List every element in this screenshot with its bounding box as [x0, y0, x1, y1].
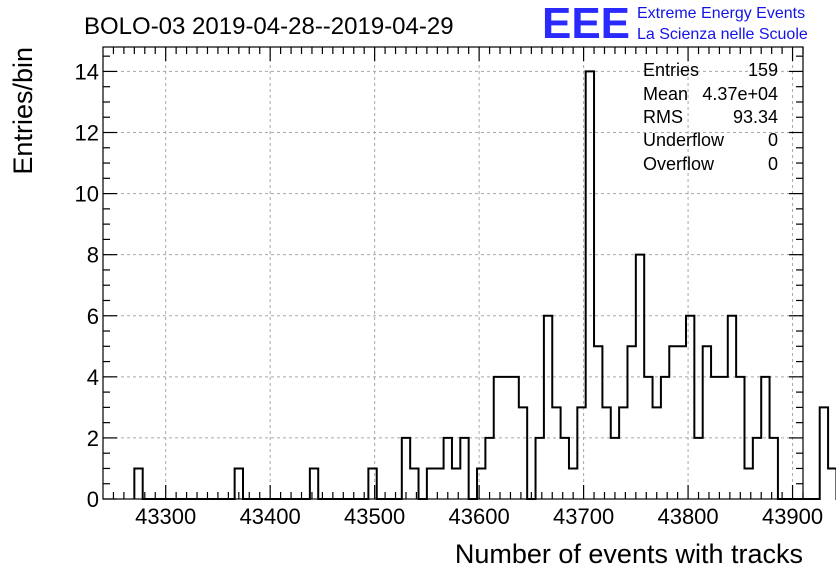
- stats-box: Entries 159 Mean 4.37e+04 RMS 93.34 Underflow 0…: [643, 60, 778, 174]
- x-tick-label: 43700: [553, 504, 614, 529]
- plot-frame: [102, 46, 804, 500]
- logo-line1: Extreme Energy Events: [637, 5, 805, 22]
- stats-value: 93.34: [733, 107, 778, 127]
- eee-logo: EEE Extreme Energy Events La Scienza nel…: [542, 0, 808, 48]
- x-tick-label: 43500: [344, 504, 405, 529]
- x-tick-label: 43400: [240, 504, 301, 529]
- y-tick-label: 12: [75, 121, 99, 146]
- stats-value: 0: [768, 130, 778, 150]
- grid-lines: [103, 47, 803, 499]
- chart-title: BOLO-03 2019-04-28--2019-04-29: [84, 13, 454, 40]
- x-tick-label: 43300: [135, 504, 196, 529]
- x-tick-labels: 43300 43400 43500 43600 43700 43800 43900: [135, 504, 823, 529]
- axis-ticks: [103, 47, 804, 500]
- x-tick-label: 43900: [762, 504, 823, 529]
- y-tick-label: 0: [87, 487, 99, 512]
- histogram-outline: [133, 70, 836, 500]
- logo-line2: La Scienza nelle Scuole: [637, 26, 808, 43]
- y-tick-label: 2: [87, 426, 99, 451]
- y-tick-label: 10: [75, 182, 99, 207]
- stats-value: 0: [768, 154, 778, 174]
- y-tick-labels: 0 2 4 6 8 10 12 14: [75, 59, 99, 512]
- y-axis-label: Entries/bin: [8, 47, 38, 175]
- stats-label: Underflow: [643, 130, 725, 150]
- stats-label: Overflow: [643, 154, 715, 174]
- stats-value: 4.37e+04: [702, 84, 778, 104]
- y-tick-label: 6: [87, 304, 99, 329]
- x-tick-label: 43600: [449, 504, 510, 529]
- logo-mark: EEE: [542, 0, 630, 48]
- y-tick-label: 4: [87, 365, 99, 390]
- y-tick-label: 14: [75, 59, 99, 84]
- stats-label: Entries: [643, 60, 699, 80]
- stats-value: 159: [748, 60, 778, 80]
- x-axis-label: Number of events with tracks: [455, 539, 803, 569]
- stats-label: Mean: [643, 84, 688, 104]
- histogram-series: [133, 70, 836, 500]
- stats-label: RMS: [643, 107, 683, 127]
- y-tick-label: 8: [87, 243, 99, 268]
- x-tick-label: 43800: [657, 504, 718, 529]
